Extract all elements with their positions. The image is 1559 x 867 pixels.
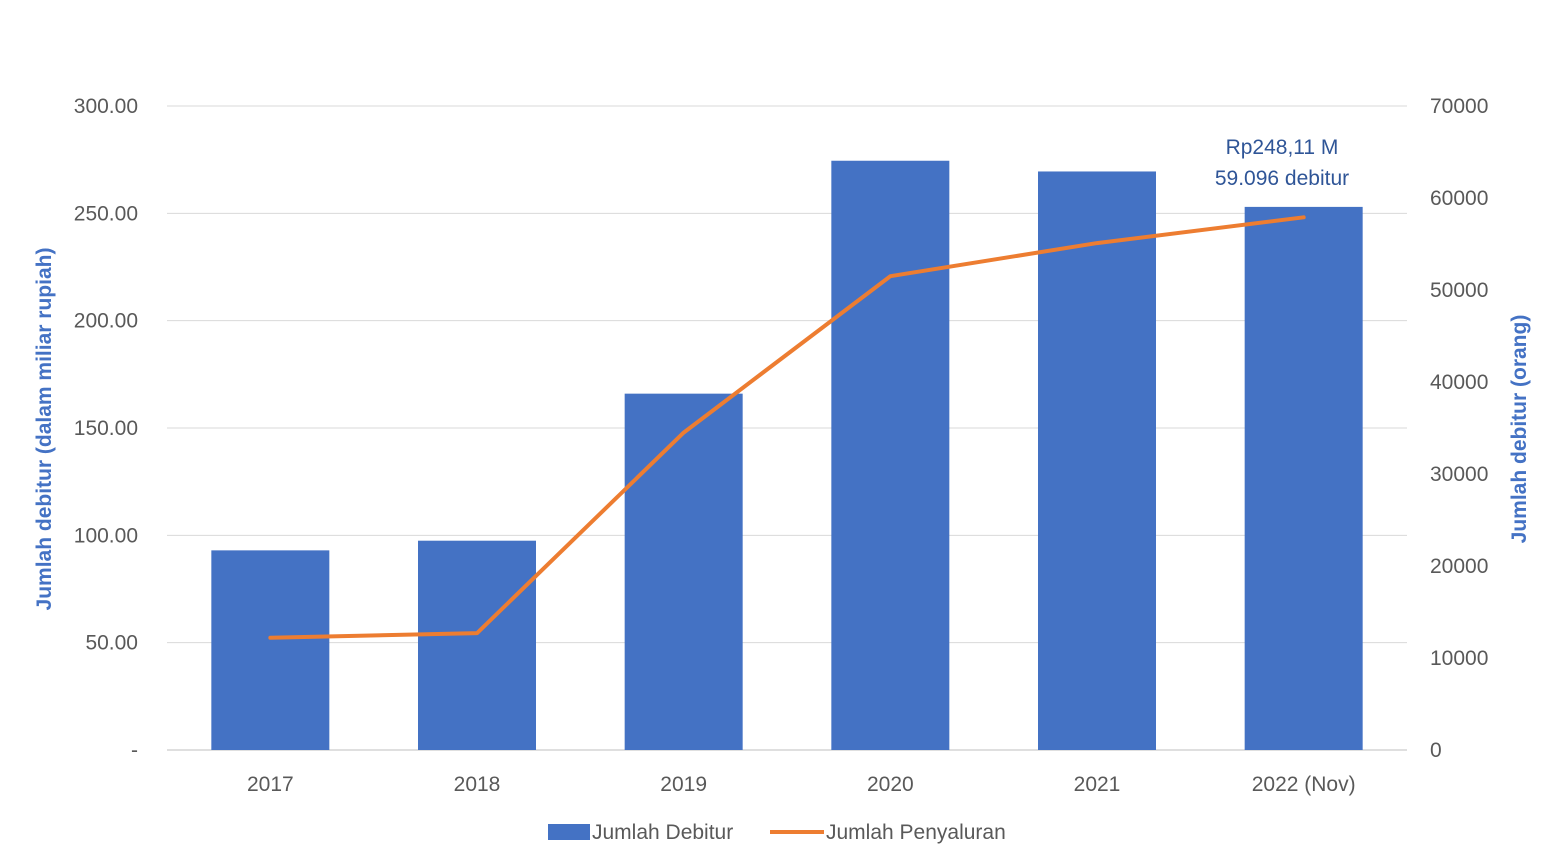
x-tick-label: 2021 [1074,773,1121,796]
right-tick-label: 0 [1430,739,1442,762]
bar-2018 [418,540,536,750]
x-tick-label: 2019 [660,773,707,796]
legend-label-jumlah-debitur: Jumlah Debitur [592,821,733,844]
annotation-debtors: 59.096 debitur [1215,167,1349,190]
legend-swatch-jumlah-debitur [548,824,590,840]
legend-label-jumlah-penyaluran: Jumlah Penyaluran [826,821,1006,844]
bar-2017 [211,550,330,750]
line-jumlah-penyaluran [268,215,1306,640]
right-tick-label: 50000 [1430,279,1488,302]
x-tick-label: 2018 [454,773,501,796]
left-tick-label: 250.00 [74,202,138,225]
right-tick-label: 10000 [1430,647,1488,670]
right-axis-title: Jumlah debitur (orang) [1508,315,1531,544]
bar-2019 [624,393,743,750]
left-tick-label: - [131,739,138,762]
legend: Jumlah Debitur Jumlah Penyaluran [548,821,1006,844]
x-tick-label: 2017 [247,773,294,796]
right-tick-label: 70000 [1430,95,1488,118]
left-axis-ticks: - 50.00 100.00 150.00 200.00 250.00 300.00 [74,95,138,762]
left-tick-label: 300.00 [74,95,138,118]
right-axis-ticks: 0 10000 20000 30000 40000 50000 60000 70000 [1430,95,1488,762]
right-tick-label: 40000 [1430,371,1488,394]
left-axis-title: Jumlah debitur (dalam miliar rupiah) [33,248,56,611]
left-tick-label: 150.00 [74,417,138,440]
left-tick-label: 200.00 [74,310,138,333]
line-series [268,215,1306,640]
left-tick-label: 50.00 [85,632,138,655]
x-tick-label: 2022 (Nov) [1252,773,1356,796]
x-tick-label: 2020 [867,773,914,796]
x-axis-ticks: 2017 2018 2019 2020 2021 2022 (Nov) [247,773,1356,796]
bar-series [211,160,1363,751]
right-tick-label: 30000 [1430,463,1488,486]
bar-2021 [1038,171,1156,750]
left-tick-label: 100.00 [74,524,138,547]
right-tick-label: 60000 [1430,187,1488,210]
gridlines [167,105,1407,751]
right-tick-label: 20000 [1430,555,1488,578]
bar-2020 [831,160,950,751]
bar-2022-nov [1244,206,1363,751]
annotation-amount: Rp248,11 M [1226,136,1339,159]
